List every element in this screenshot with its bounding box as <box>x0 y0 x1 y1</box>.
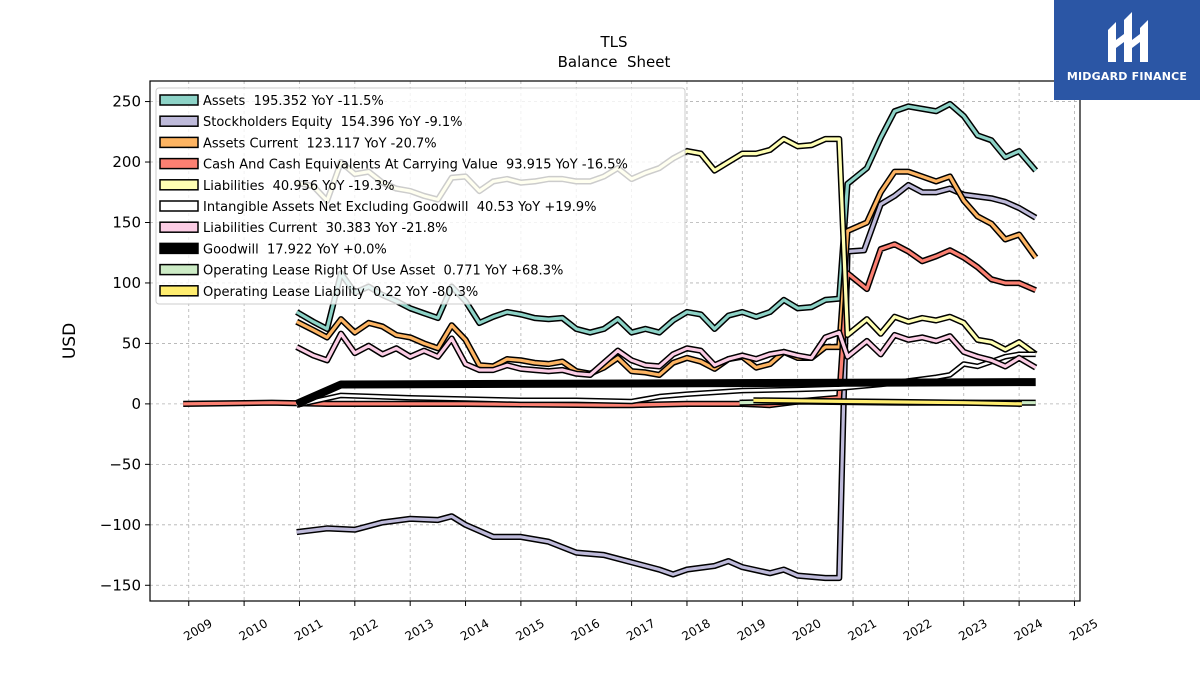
legend-label: Liabilities 40.956 YoY -19.3% <box>203 179 395 194</box>
legend-entry-3: Cash And Cash Equivalents At Carrying Va… <box>159 157 628 173</box>
series-line-9 <box>753 397 1022 407</box>
series-line-5 <box>296 351 1036 408</box>
legend-label: Assets Current 123.117 YoY -20.7% <box>203 136 437 151</box>
x-tick-label: 2020 <box>790 616 823 643</box>
legend-box <box>155 87 686 305</box>
y-tick-label: 50 <box>122 334 141 352</box>
legend-entry-4: Liabilities 40.956 YoY -19.3% <box>159 179 395 194</box>
series-line-3 <box>183 241 1037 409</box>
x-tick-label: 2023 <box>956 616 989 643</box>
x-tick-label: 2018 <box>679 616 712 643</box>
x-tick-label: 2024 <box>1012 616 1045 643</box>
legend-label: Stockholders Equity 154.396 YoY -9.1% <box>203 115 463 130</box>
series-lines <box>183 100 1039 582</box>
legend-entry-6: Liabilities Current 30.383 YoY -21.8% <box>159 221 447 236</box>
y-tick-label: 100 <box>112 274 141 292</box>
series-line-1 <box>296 181 1038 582</box>
x-tick-label: 2011 <box>292 616 325 643</box>
x-tick-label: 2013 <box>403 616 436 643</box>
legend-label: Operating Lease Liability 0.22 YoY -80.3… <box>203 285 478 300</box>
legend-label: Operating Lease Right Of Use Asset 0.771… <box>203 264 563 279</box>
chart-title: TLS <box>599 33 627 51</box>
x-tick-label: 2019 <box>735 616 768 643</box>
y-tick-label: 150 <box>112 213 141 231</box>
series-stroke <box>753 398 1022 406</box>
legend-label: Liabilities Current 30.383 YoY -21.8% <box>203 221 447 236</box>
chart-subtitle: Balance Sheet <box>558 53 671 71</box>
x-tick-label: 2017 <box>624 616 657 643</box>
legend-swatch <box>159 242 199 255</box>
x-tick-label: 2012 <box>347 616 380 643</box>
midgard-logo-icon <box>1108 12 1148 62</box>
series-line-2 <box>295 168 1039 378</box>
legend-swatch <box>159 179 199 191</box>
legend-entry-7: Goodwill 17.922 YoY +0.0% <box>159 242 387 257</box>
legend-entry-9: Operating Lease Liability 0.22 YoY -80.3… <box>159 285 478 300</box>
series-stroke <box>295 102 1037 335</box>
legend-swatch <box>159 200 199 212</box>
series-line-0 <box>295 100 1039 336</box>
legend-entry-8: Operating Lease Right Of Use Asset 0.771… <box>159 263 563 279</box>
x-tick-label: 2025 <box>1067 616 1100 643</box>
x-tick-label: 2021 <box>846 616 879 643</box>
legend-label: Cash And Cash Equivalents At Carrying Va… <box>203 158 628 173</box>
legend-label: Assets 195.352 YoY -11.5% <box>203 94 384 109</box>
series-stroke <box>296 353 1036 407</box>
legend-entry-0: Assets 195.352 YoY -11.5% <box>159 94 384 109</box>
series-line-7 <box>295 378 1036 408</box>
y-tick-label: −50 <box>109 455 141 473</box>
y-tick-label: 200 <box>112 153 141 171</box>
x-tick-label: 2015 <box>513 616 546 643</box>
legend-swatch <box>159 136 199 149</box>
legend-swatch <box>159 115 199 127</box>
x-tick-label: 2010 <box>237 616 270 643</box>
legend-label: Goodwill 17.922 YoY +0.0% <box>203 242 387 257</box>
series-stroke <box>295 170 1037 377</box>
x-tick-label: 2022 <box>901 616 934 643</box>
y-tick-label: −100 <box>100 516 141 534</box>
x-tick-label: 2016 <box>569 616 602 643</box>
legend-entry-1: Stockholders Equity 154.396 YoY -9.1% <box>159 115 463 130</box>
series-stroke <box>183 242 1037 407</box>
legend-entry-2: Assets Current 123.117 YoY -20.7% <box>159 136 437 151</box>
legend-swatch <box>159 263 199 276</box>
y-tick-label: −150 <box>100 576 141 594</box>
legend-swatch <box>159 221 199 233</box>
y-tick-label: 0 <box>131 395 141 413</box>
legend-swatch <box>159 285 199 297</box>
series-line-6 <box>295 329 1038 378</box>
x-tick-label: 2014 <box>458 616 491 643</box>
legend-entry-5: Intangible Assets Net Excluding Goodwill… <box>159 200 597 215</box>
legend-swatch <box>159 94 199 106</box>
series-stroke <box>296 183 1037 580</box>
legend-label: Intangible Assets Net Excluding Goodwill… <box>203 200 597 215</box>
plot-frame <box>149 80 1081 602</box>
x-tick-label: 2009 <box>181 616 214 643</box>
y-axis-label: USD <box>60 323 80 359</box>
legend-swatch <box>159 157 199 170</box>
series-stroke <box>295 330 1037 377</box>
series-stroke <box>295 378 1036 408</box>
brand-name: MIDGARD FINANCE <box>1066 70 1188 83</box>
legend: Assets 195.352 YoY -11.5% Stockholders Eq… <box>155 87 686 305</box>
brand-logo: MIDGARD FINANCE <box>1054 0 1200 100</box>
y-tick-label: 250 <box>112 93 141 111</box>
